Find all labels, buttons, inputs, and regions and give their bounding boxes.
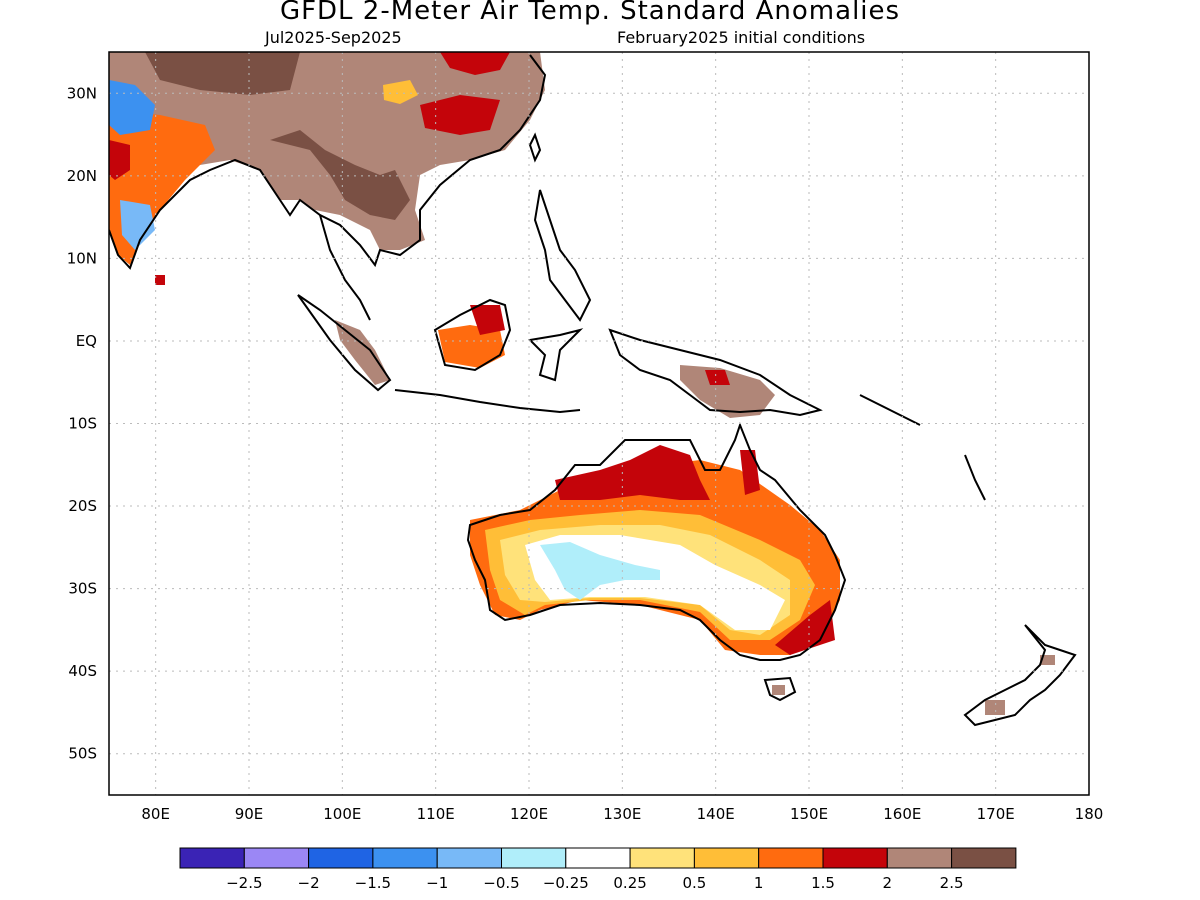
legend-label: 0.25 <box>613 874 646 892</box>
map-title: GFDL 2-Meter Air Temp. Standard Anomalie… <box>279 0 901 26</box>
latitude-label: EQ <box>76 332 97 350</box>
map-frame <box>108 51 1090 796</box>
valid-period-label: Jul2025-Sep2025 <box>265 28 402 47</box>
longitude-label: 80E <box>141 805 170 823</box>
java-coast <box>394 389 581 414</box>
longitude-label: 100E <box>323 805 361 823</box>
legend-label: −2.5 <box>226 874 262 892</box>
initial-conditions-label: February2025 initial conditions <box>617 28 866 47</box>
vanuatu-islands <box>964 454 986 501</box>
philippines-coast <box>533 189 592 322</box>
graticule <box>109 52 1089 795</box>
legend-label: −1 <box>426 874 448 892</box>
longitude-label: 170E <box>977 805 1015 823</box>
latitude-labels: 30N 20N 10N EQ 10S 20S 30S 40S 50S <box>67 84 97 762</box>
china-warm-spot <box>383 80 418 104</box>
longitude-label: 140E <box>697 805 735 823</box>
latitude-label: 20N <box>67 167 97 185</box>
longitude-label: 120E <box>510 805 548 823</box>
legend-swatch <box>822 847 888 869</box>
latitude-label: 30N <box>67 84 97 102</box>
longitude-label: 180 <box>1075 805 1104 823</box>
new-zealand-coast <box>963 624 1077 727</box>
png-hot-field <box>705 370 730 385</box>
png-field <box>680 365 775 418</box>
longitude-label: 130E <box>603 805 641 823</box>
latitude-label: 30S <box>68 580 97 598</box>
coastlines <box>109 54 1077 727</box>
sumatra-coast <box>297 294 392 392</box>
india-cool-field <box>120 200 155 250</box>
india-hot-field <box>109 140 165 285</box>
australia-hot-field <box>555 445 835 655</box>
legend-label: −0.5 <box>483 874 519 892</box>
sulawesi-coast <box>527 328 584 382</box>
longitude-label: 110E <box>417 805 455 823</box>
longitude-label: 160E <box>883 805 921 823</box>
legend-swatch <box>501 847 567 869</box>
legend-swatch <box>243 847 310 869</box>
latitude-label: 40S <box>68 662 97 680</box>
legend-swatch <box>693 847 760 869</box>
asia-coastline <box>109 54 547 270</box>
borneo-coast <box>433 298 512 372</box>
legend-label: 1.5 <box>811 874 835 892</box>
legend-label: −0.25 <box>543 874 589 892</box>
legend-swatch <box>886 847 953 869</box>
legend-swatch <box>372 847 438 869</box>
legend-label: −1.5 <box>355 874 391 892</box>
legend-swatch <box>179 847 245 869</box>
legend-swatch <box>308 847 374 869</box>
color-legend <box>179 847 1017 869</box>
color-legend-labels: −2.5 −2 −1.5 −1 −0.5 −0.25 0.25 0.5 1 1.5 2 2.5 <box>226 874 963 892</box>
australia-cool-field <box>540 542 660 600</box>
anomaly-fields <box>109 52 1055 715</box>
tasmania-coast <box>763 676 797 702</box>
latitude-label: 50S <box>68 745 97 763</box>
solomon-islands <box>859 394 921 426</box>
legend-label: 2.5 <box>940 874 964 892</box>
taiwan-coast <box>528 132 542 163</box>
legend-swatch <box>629 847 695 869</box>
borneo-hot-field <box>470 305 505 335</box>
longitude-label: 90E <box>235 805 264 823</box>
legend-swatch <box>436 847 503 869</box>
india-cold-field <box>109 80 155 135</box>
australia-coast <box>466 422 847 661</box>
sumatra-field <box>335 320 390 385</box>
legend-label: −2 <box>298 874 320 892</box>
longitude-labels: 80E 90E 100E 110E 120E 130E 140E 150E 160E 170E 18… <box>141 805 1103 823</box>
legend-label: 1 <box>754 874 764 892</box>
legend-swatch <box>565 847 631 869</box>
borneo-warm-field <box>438 325 505 368</box>
legend-swatch <box>758 847 824 869</box>
asia-strong-anomaly <box>145 52 410 220</box>
tasmania-field <box>772 685 785 695</box>
new-zealand-field <box>985 655 1055 715</box>
legend-swatch <box>951 847 1017 869</box>
latitude-label: 20S <box>68 497 97 515</box>
longitude-label: 150E <box>790 805 828 823</box>
latitude-label: 10N <box>67 249 97 267</box>
china-hot-spots <box>420 52 510 135</box>
latitude-label: 10S <box>68 415 97 433</box>
png-coast <box>608 328 823 417</box>
malay-peninsula <box>319 214 371 321</box>
legend-label: 0.5 <box>682 874 706 892</box>
legend-label: 2 <box>883 874 893 892</box>
